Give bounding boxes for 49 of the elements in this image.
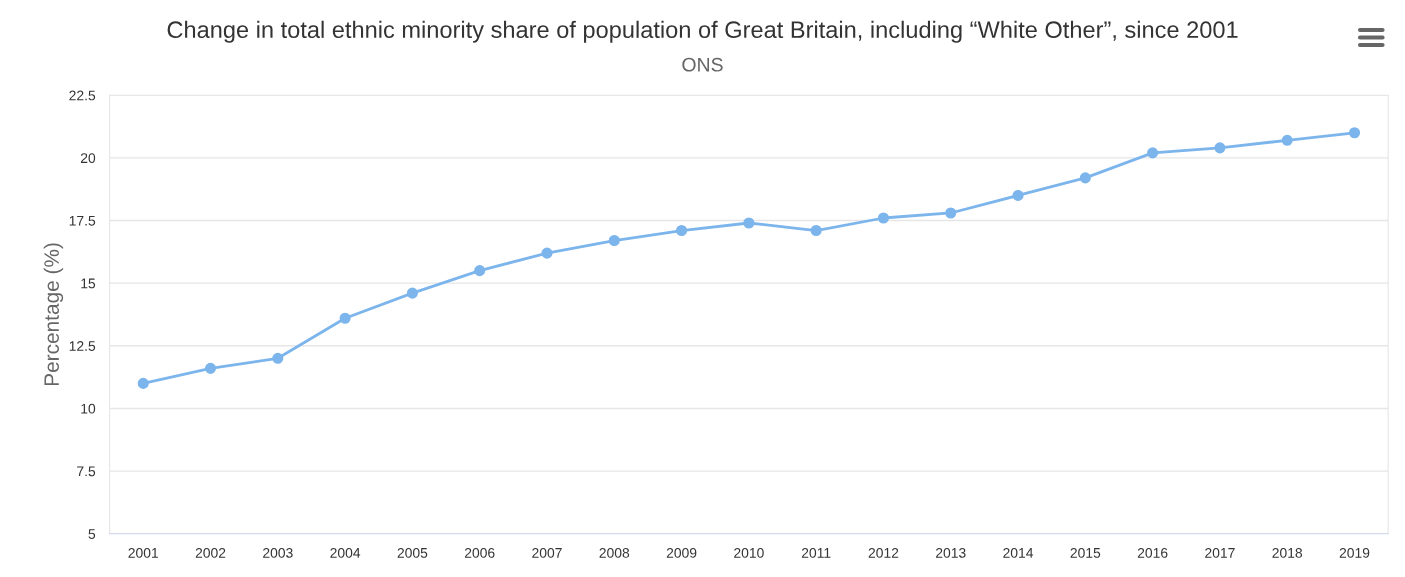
point: [1214, 142, 1226, 154]
point: [272, 352, 284, 364]
point: [1281, 134, 1293, 146]
x-tick-label: 2018: [1272, 547, 1303, 558]
point: [810, 224, 822, 237]
x-tick-label: 2002: [195, 547, 226, 558]
y-tick-label: 15: [81, 278, 96, 289]
point: [743, 217, 755, 229]
x-tick-label: 2011: [801, 547, 831, 558]
point: [1012, 189, 1024, 201]
point: [608, 234, 620, 247]
chart-subtitle: ONS: [682, 57, 723, 72]
y-tick-label: 22.5: [69, 90, 96, 101]
y-tick-label: 17.5: [69, 215, 96, 226]
point: [406, 287, 418, 299]
chart-title: Change in total ethnic minority share of population of Great Britain, including “White Other”, since 2001: [167, 20, 1238, 43]
x-tick-label: 2003: [263, 547, 293, 558]
x-tick-label: 2004: [330, 547, 361, 558]
point: [339, 312, 351, 324]
y-tick-label: 10: [81, 403, 96, 414]
x-tick-label: 2010: [734, 547, 764, 558]
point: [1147, 147, 1159, 159]
x-tick-label: 2014: [1003, 547, 1034, 558]
point: [474, 265, 486, 277]
point: [877, 212, 890, 224]
x-tick-label: 2009: [666, 547, 697, 558]
x-tick-label: 2016: [1137, 547, 1168, 558]
x-tick-label: 2006: [464, 547, 495, 558]
y-axis-title: Percentage (%): [43, 243, 64, 386]
x-tick-label: 2007: [532, 547, 562, 558]
y-tick-label: 7.5: [77, 466, 96, 477]
point: [541, 247, 553, 259]
x-tick-label: 2013: [935, 547, 966, 558]
point: [945, 207, 957, 219]
x-tick-label: 2005: [397, 547, 428, 558]
x-tick-label: 2008: [599, 547, 630, 558]
x-tick-label: 2012: [868, 547, 899, 558]
point: [204, 362, 217, 374]
x-tick-label: 2001: [128, 547, 159, 558]
x-tick-label: 2017: [1205, 547, 1235, 558]
y-tick-label: 5: [88, 529, 96, 539]
y-tick-label: 12.5: [69, 341, 96, 351]
point: [676, 224, 688, 237]
x-tick-label: 2019: [1339, 547, 1370, 558]
point: [1079, 172, 1091, 184]
point: [137, 377, 149, 389]
x-tick-label: 2015: [1070, 547, 1101, 558]
point: [1348, 127, 1361, 139]
y-tick-label: 20: [80, 153, 96, 164]
